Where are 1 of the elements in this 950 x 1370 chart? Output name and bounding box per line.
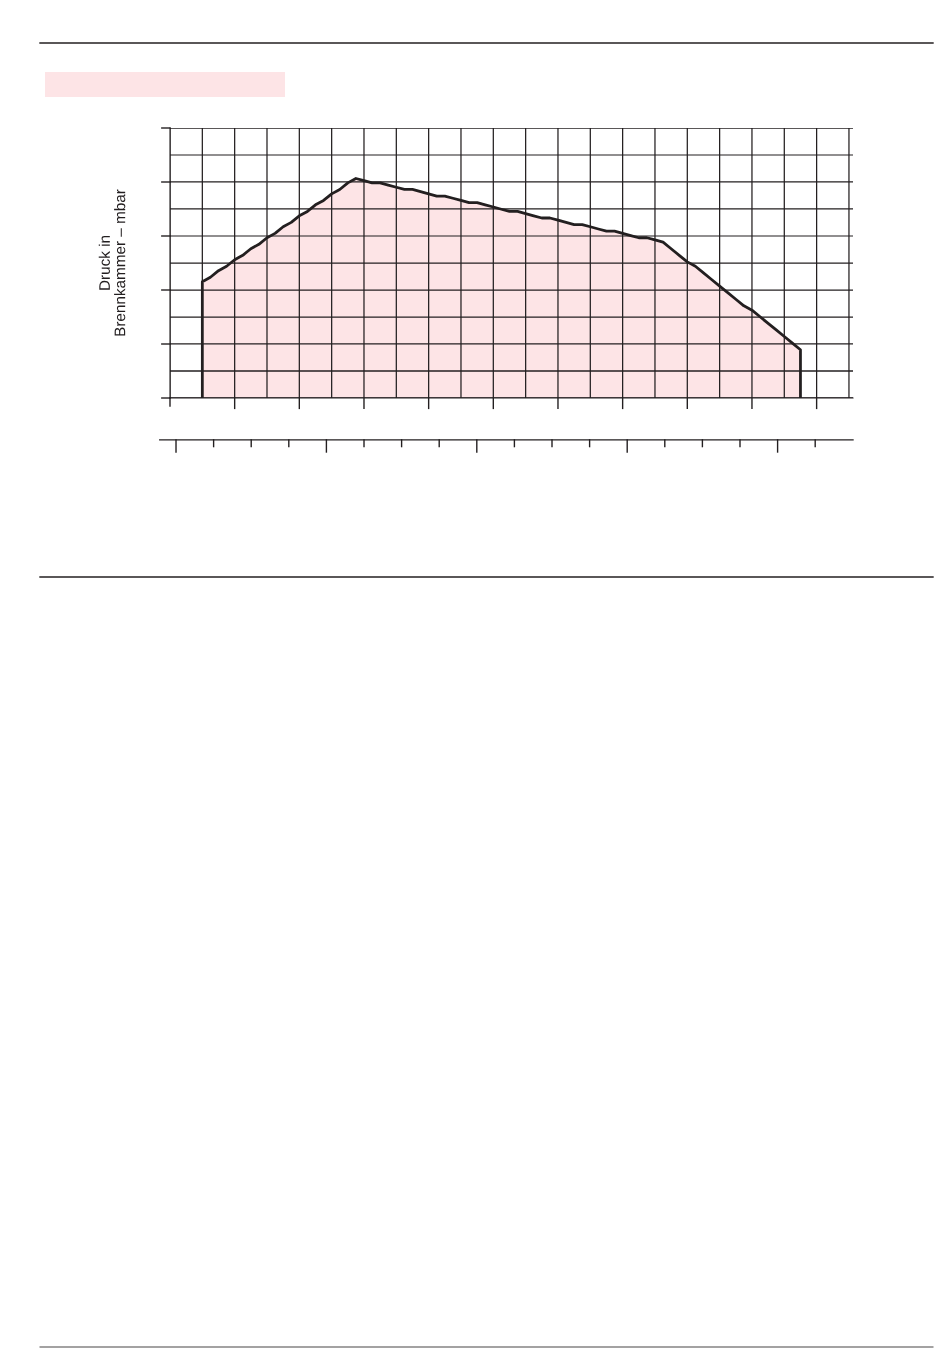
y-axis-title: Druck in Brennkammer – mbar (98, 189, 126, 336)
